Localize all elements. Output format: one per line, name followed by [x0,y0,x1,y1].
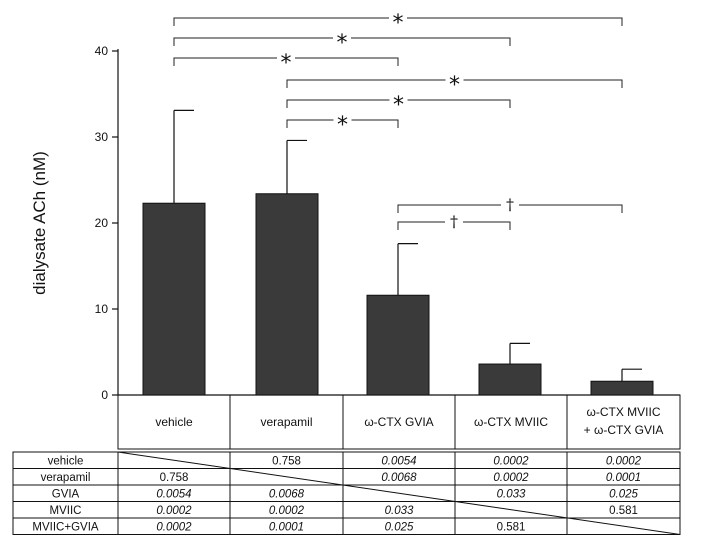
symbol-gap [277,50,295,66]
significance-symbol: * [281,51,292,76]
category-label: vehicle [155,415,193,429]
symbol-gap [445,72,464,88]
symbol-gap [389,92,408,108]
pvalue-cell: 0.0002 [606,456,642,468]
row-label: MVIIC [50,505,82,517]
symbol-gap [333,30,351,46]
category-label: + ω-CTX GVIA [584,423,664,437]
y-axis-label: dialysate ACh (nM) [30,151,49,295]
symbol-gap [445,214,463,230]
bar [478,363,542,396]
y-tick-label: 30 [95,130,109,144]
y-tick-label: 0 [101,388,108,402]
pvalue-cell: 0.025 [385,522,414,534]
row-label: verapamil [41,472,91,484]
significance-symbol: * [337,31,348,56]
row-label: vehicle [48,456,84,468]
y-tick-label: 40 [95,44,109,58]
pvalue-cell: 0.0054 [156,489,191,501]
pvalue-cell: 0.581 [497,522,526,534]
pvalue-cell: 0.0068 [381,472,417,484]
pvalue-cell: 0.758 [160,472,189,484]
pvalue-cell: 0.0068 [269,489,305,501]
pvalue-cell: 0.0054 [381,456,416,468]
category-label: ω-CTX MVIIC [474,415,548,429]
significance-symbol: * [337,113,348,138]
pvalue-cell: 0.033 [385,505,414,517]
pvalue-cell: 0.0002 [269,505,305,517]
bar [142,202,206,396]
category-label: ω-CTX GVIA [364,415,433,429]
row-label: GVIA [52,489,80,501]
symbol-gap [333,112,352,128]
pvalue-cell: 0.025 [609,489,638,501]
bar [590,380,654,396]
pvalue-cell: 0.033 [497,489,526,501]
pvalue-table-box [12,451,681,535]
pvalue-cell: 0.0002 [493,456,529,468]
pvalue-cell: 0.0001 [606,472,641,484]
table-diagonal [117,451,681,535]
bar [366,294,430,396]
category-label: ω-CTX MVIIC [586,405,660,419]
pvalue-cell: 0.0002 [156,505,192,517]
significance-symbol: † [506,195,514,214]
significance-symbol: * [393,11,404,36]
significance-symbol: * [449,73,460,98]
pvalue-cell: 0.758 [272,456,301,468]
pvalue-cell: 0.0002 [493,472,529,484]
row-label: MVIIC+GVIA [32,522,98,534]
pvalue-cell: 0.581 [609,505,638,517]
bar [255,193,319,396]
symbol-gap [501,197,519,213]
category-label: verapamil [260,415,312,429]
pvalue-cell: 0.0001 [269,522,304,534]
symbol-gap [389,10,407,26]
pvalue-cell: 0.0002 [156,522,192,534]
y-tick-label: 20 [95,216,109,230]
significance-symbol: † [450,212,458,231]
category-header-box [117,394,681,450]
y-tick-label: 10 [95,302,109,316]
significance-symbol: * [393,93,404,118]
